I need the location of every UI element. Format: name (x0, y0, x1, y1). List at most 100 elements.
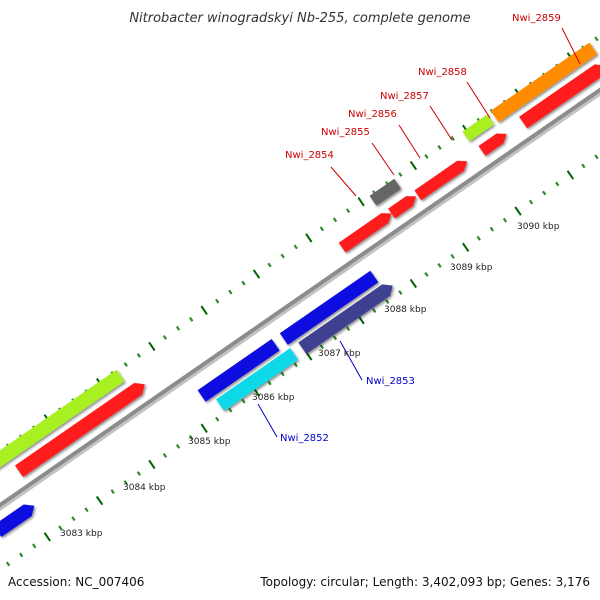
upper-tick (241, 280, 246, 286)
upper-tick (267, 262, 272, 268)
lower-tick (319, 344, 325, 350)
gene-lime-nwi-2858[interactable] (462, 114, 495, 142)
connector-nwi-2853 (339, 340, 363, 381)
lower-tick (5, 561, 11, 567)
upper-tick (188, 316, 194, 322)
lower-tick (450, 253, 455, 259)
upper-tick (162, 334, 168, 340)
scale-label: 3087 kbp (318, 349, 361, 359)
lower-tick (514, 206, 522, 216)
lower-tick (110, 489, 115, 495)
lower-tick (528, 199, 534, 205)
gene-cyan-nwi-2852[interactable] (216, 348, 298, 411)
lower-tick (18, 552, 24, 558)
lower-tick (555, 181, 560, 187)
lower-tick (162, 452, 168, 458)
scale-labels: 3083 kbp 3084 kbp 3085 kbp 3086 kbp 3087… (60, 222, 560, 539)
upper-tick (305, 233, 313, 243)
gene-red-nwi-2856[interactable] (388, 196, 417, 219)
gene-lime-left[interactable] (0, 369, 125, 470)
lower-tick (95, 495, 104, 506)
upper-tick (252, 269, 261, 279)
lower-tick (424, 271, 429, 277)
scale-label: 3089 kbp (450, 263, 493, 273)
lower-tick (84, 507, 89, 513)
upper-tick (424, 153, 429, 159)
connector-nwi-2857 (429, 105, 453, 141)
scale-label: 3084 kbp (123, 483, 166, 493)
lower-tick (566, 170, 575, 180)
upper-tick (136, 353, 142, 358)
gene-red-nwi-2857[interactable] (414, 170, 454, 201)
upper-tick (594, 36, 599, 42)
upper-tick (175, 325, 181, 331)
connector-nwi-2856 (398, 124, 421, 159)
upper-tick (450, 135, 455, 141)
lower-tick (71, 516, 76, 522)
lower-tick (371, 308, 377, 314)
upper-tick (123, 362, 128, 367)
lower-tick (476, 235, 481, 241)
gene-red-mid[interactable] (441, 160, 468, 182)
lower-tick (228, 407, 233, 413)
scale-label: 3086 kbp (252, 393, 295, 403)
lower-tick (332, 335, 338, 341)
summary-text: Topology: circular; Length: 3,402,093 bp… (259, 575, 590, 589)
gene-orange-nwi-2859[interactable] (490, 42, 598, 123)
gene-label-nwi-2859[interactable]: Nwi_2859 (512, 13, 561, 24)
lower-tick (241, 398, 246, 404)
lower-tick (215, 416, 220, 422)
gene-label-nwi-2854[interactable]: Nwi_2854 (285, 150, 334, 161)
lower-tick (409, 278, 418, 289)
lower-tick (123, 480, 128, 485)
gene-label-nwi-2852[interactable]: Nwi_2852 (280, 433, 329, 444)
connector-nwi-2852 (257, 403, 278, 438)
gene-red-right-small[interactable] (478, 133, 507, 156)
gene-navy-nwi-2853[interactable] (298, 284, 393, 354)
map-title: Nitrobacter winogradskyi Nb-255, complet… (129, 11, 470, 26)
connector-nwi-2858 (466, 81, 491, 119)
upper-tick (148, 341, 156, 352)
lower-tick (462, 242, 470, 252)
lower-tick (541, 190, 547, 196)
lower-tick (594, 154, 599, 160)
gene-blue-a[interactable] (197, 339, 280, 402)
connector-nwi-2855 (371, 142, 395, 176)
lower-tick (32, 543, 37, 549)
gene-label-nwi-2856[interactable]: Nwi_2856 (348, 109, 397, 120)
upper-tick (398, 172, 403, 177)
lower-tick (280, 371, 285, 377)
gene-features (0, 42, 600, 538)
gene-label-nwi-2853[interactable]: Nwi_2853 (366, 376, 415, 387)
lower-tick (188, 434, 194, 440)
scale-label: 3088 kbp (384, 305, 427, 315)
gene-label-nwi-2857[interactable]: Nwi_2857 (380, 91, 429, 102)
gene-blue-bottom-left[interactable] (0, 504, 35, 538)
lower-tick (293, 362, 298, 368)
upper-tick (437, 144, 442, 150)
lower-tick (175, 443, 181, 449)
gene-label-nwi-2858[interactable]: Nwi_2858 (418, 67, 467, 78)
lower-tick (267, 380, 272, 386)
lower-tick (385, 299, 390, 305)
gene-red-nwi-2854[interactable] (338, 213, 392, 253)
gene-red-left[interactable] (15, 383, 145, 477)
lower-tick (148, 459, 156, 470)
gene-labels: Nwi_2852 Nwi_2853 Nwi_2854 Nwi_2855 Nwi_… (280, 13, 561, 444)
upper-tick (332, 217, 338, 223)
lower-tick (437, 262, 442, 268)
accession-text: Accession: NC_007406 (8, 575, 144, 589)
connector-nwi-2854 (330, 166, 357, 197)
gene-blue-b[interactable] (279, 270, 379, 345)
gene-gray-nwi-2855[interactable] (369, 178, 402, 206)
upper-tick (200, 305, 208, 315)
lower-tick (581, 163, 586, 169)
scale-label: 3085 kbp (188, 437, 231, 447)
scale-label: 3083 kbp (60, 529, 103, 539)
upper-tick (293, 244, 298, 250)
gene-red-right[interactable] (519, 64, 600, 129)
scale-label: 3090 kbp (517, 222, 560, 232)
upper-tick (409, 160, 418, 171)
gene-label-nwi-2855[interactable]: Nwi_2855 (321, 127, 370, 138)
